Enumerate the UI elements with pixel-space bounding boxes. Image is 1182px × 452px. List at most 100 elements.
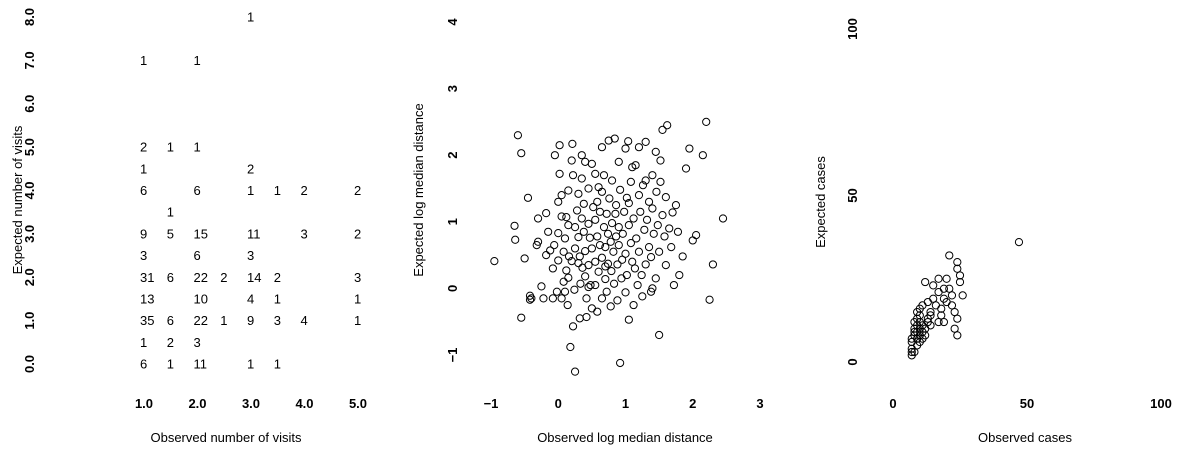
data-point [692,231,701,240]
data-point [950,324,959,333]
data-point [626,177,635,186]
data-point [644,243,654,252]
data-point [609,279,619,288]
data-point [660,232,669,241]
data-point [560,287,570,296]
data-point [613,260,622,269]
data-point [554,256,563,265]
data-point [675,270,684,280]
data-point [611,201,621,210]
data-point [557,191,566,200]
data-point [539,294,548,303]
count-label: 1 [167,140,174,155]
count-label: 22 [194,313,208,328]
count-label: 1 [247,183,254,198]
data-point [681,164,691,173]
data-point [658,211,667,220]
data-point [544,227,553,236]
data-point [568,322,578,331]
visits-y-tick-label: 2.0 [22,268,37,286]
count-label: 1 [247,357,254,372]
count-label: 3 [274,313,281,328]
data-point [586,280,595,290]
data-point [934,274,943,283]
data-point [593,232,602,241]
visits-y-tick-label: 5.0 [22,138,37,156]
data-point [601,243,610,252]
cases-y-axis-label: Expected cases [813,156,828,248]
data-point [548,264,557,273]
data-point [564,252,574,261]
count-label: 3 [194,335,201,350]
data-point [617,274,626,283]
data-point [582,312,591,322]
data-point [523,193,533,202]
data-point [570,285,579,294]
data-point [953,331,962,340]
data-point [554,229,563,238]
data-point [517,149,526,158]
data-point [953,258,962,267]
data-point [570,244,580,253]
data-point [577,151,586,160]
data-point [628,163,637,172]
data-point [567,156,576,165]
data-point [929,294,938,303]
data-point [517,313,526,322]
data-point [658,125,667,134]
visits-y-tick-label: 0.0 [22,355,37,373]
count-label: 4 [301,313,308,328]
data-point [621,249,630,258]
data-point [591,169,600,178]
data-point [945,251,954,260]
data-point [602,287,611,296]
data-point [656,177,665,186]
data-point [574,189,583,198]
data-point [554,197,563,206]
count-label: 6 [167,270,174,285]
data-point [602,209,611,218]
count-label: 1 [194,140,201,155]
distance-y-tick-label: −1 [445,348,460,363]
data-point [671,201,681,210]
data-point [597,253,607,262]
data-point [510,221,519,230]
data-point [705,295,714,304]
visits-y-tick-label: 3.0 [22,225,37,243]
count-label: 11 [247,226,261,241]
data-point [632,234,641,243]
data-point [597,294,607,303]
panel-distance: Expected log median distance Observed lo… [411,18,764,445]
distance-x-tick-label: 2 [689,396,696,411]
data-point [934,287,943,297]
distance-y-tick-label: 3 [445,85,460,92]
data-point [552,287,562,296]
data-point [624,137,633,146]
count-label: 1 [140,335,147,350]
count-label: 1 [247,10,254,25]
data-point [718,214,728,223]
data-point [638,292,647,301]
data-point [579,227,588,236]
count-label: 1 [167,205,174,220]
count-label: 6 [194,183,201,198]
data-point [661,260,670,270]
count-label: 22 [194,270,208,285]
data-point [614,223,623,232]
data-point [568,139,577,148]
data-point [533,214,543,223]
data-point [572,206,582,215]
count-label: 3 [140,248,147,263]
data-point [557,212,566,221]
data-point [542,251,551,260]
data-point [655,330,664,340]
cases-x-tick-label: 100 [1150,396,1172,411]
data-point [620,207,629,216]
data-point [669,280,679,290]
data-point [937,311,946,320]
data-point [613,296,622,305]
count-label: 1 [354,291,361,306]
cases-y-tick-label: 0 [845,358,860,365]
data-point [527,294,536,303]
